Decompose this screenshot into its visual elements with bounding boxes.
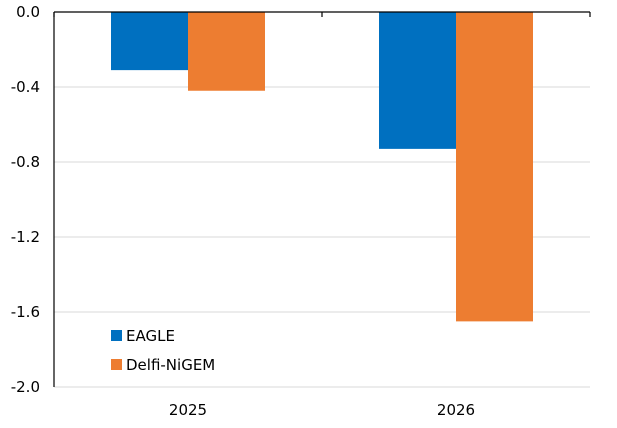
- y-tick-label: -0.8: [11, 153, 40, 171]
- bar-eagle-2025: [111, 12, 188, 71]
- axes: [53, 11, 591, 387]
- x-tick-labels: 2025 2026: [169, 401, 475, 419]
- legend-swatch: [111, 330, 122, 341]
- x-tick-label: 2025: [169, 401, 207, 419]
- y-tick-label: -0.4: [11, 78, 40, 96]
- bar-eagle-2026: [379, 12, 456, 149]
- y-tick-label: -2.0: [11, 378, 40, 396]
- x-tick-label: 2026: [437, 401, 475, 419]
- legend: EAGLE Delfi-NiGEM: [111, 327, 215, 374]
- legend-label: Delfi-NiGEM: [126, 356, 215, 374]
- y-tick-label: -1.6: [11, 303, 40, 321]
- bars: [111, 12, 533, 322]
- bar-delfi-nigem-2026: [456, 12, 533, 322]
- y-tick-labels: 0.0 -0.4 -0.8 -1.2 -1.6 -2.0: [11, 3, 40, 396]
- legend-label: EAGLE: [126, 327, 175, 345]
- legend-swatch: [111, 359, 122, 370]
- bar-delfi-nigem-2025: [188, 12, 265, 91]
- y-tick-label: 0.0: [16, 3, 40, 21]
- y-tick-label: -1.2: [11, 228, 40, 246]
